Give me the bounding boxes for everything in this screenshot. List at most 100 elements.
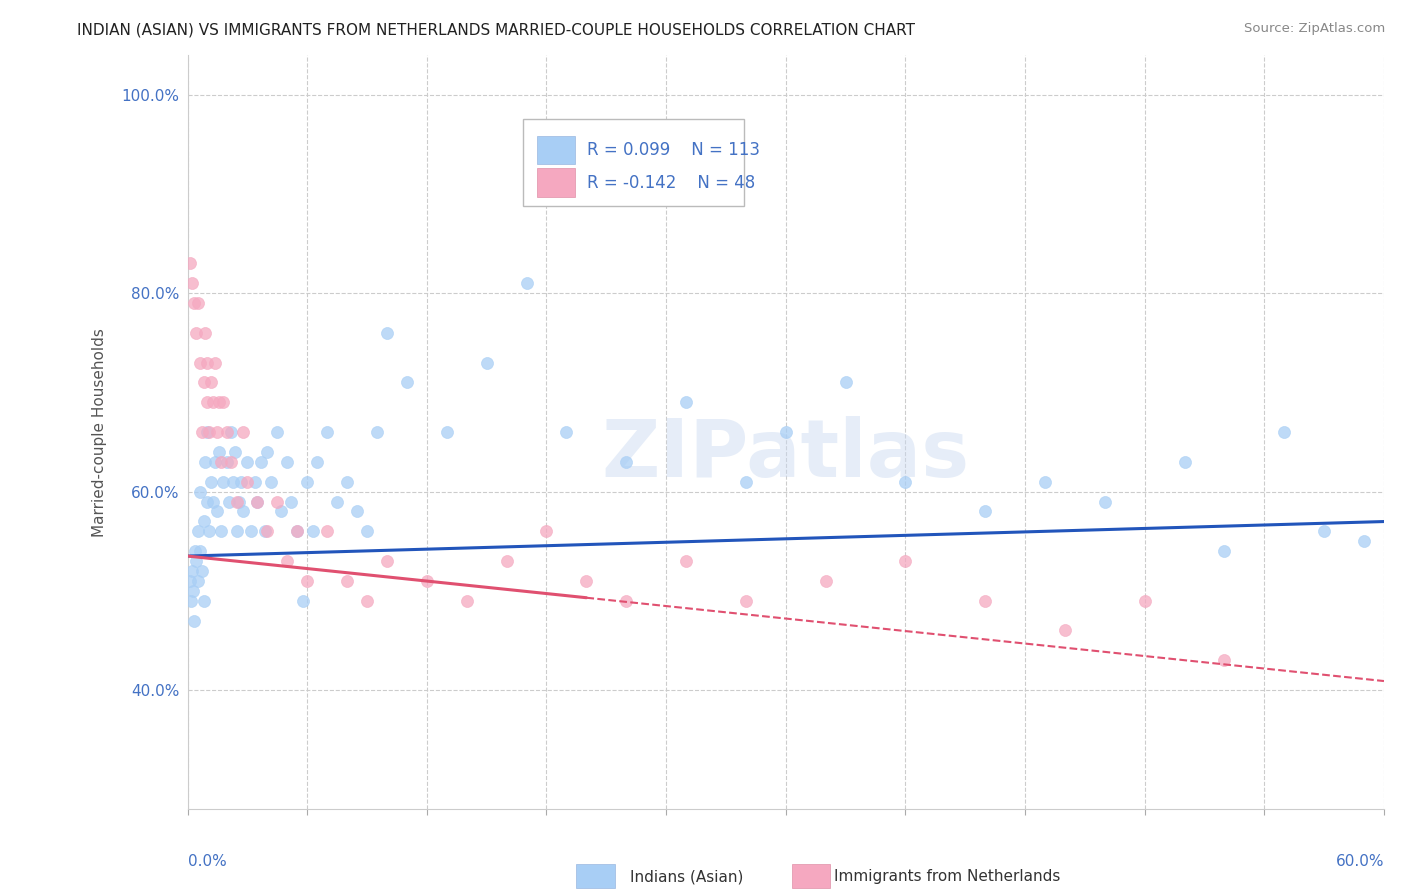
Point	[193, 376, 215, 390]
Point	[186, 524, 208, 539]
Point	[232, 504, 254, 518]
Point	[184, 554, 207, 568]
Point	[266, 494, 288, 508]
Text: INDIAN (ASIAN) VS IMMIGRANTS FROM NETHERLANDS MARRIED-COUPLE HOUSEHOLDS CORRELAT: INDIAN (ASIAN) VS IMMIGRANTS FROM NETHER…	[77, 22, 915, 37]
Point	[184, 326, 207, 340]
Point	[250, 455, 273, 469]
Text: 0.0%: 0.0%	[187, 855, 226, 869]
Point	[198, 425, 221, 439]
Text: Source: ZipAtlas.com: Source: ZipAtlas.com	[1244, 22, 1385, 36]
Point	[193, 514, 215, 528]
Point	[231, 475, 253, 489]
Point	[246, 494, 269, 508]
Point	[1053, 624, 1076, 638]
Point	[515, 277, 537, 291]
Point	[224, 445, 246, 459]
Point	[200, 475, 222, 489]
Point	[188, 544, 211, 558]
Point	[276, 455, 298, 469]
Point	[356, 524, 378, 539]
Point	[188, 356, 211, 370]
Point	[190, 425, 212, 439]
Y-axis label: Married-couple Households: Married-couple Households	[93, 327, 107, 536]
Point	[356, 593, 378, 607]
Point	[336, 574, 359, 588]
Point	[190, 564, 212, 578]
Point	[894, 554, 917, 568]
Point	[221, 455, 243, 469]
Point	[198, 524, 221, 539]
FancyBboxPatch shape	[523, 120, 744, 206]
FancyBboxPatch shape	[537, 169, 575, 197]
Text: R = 0.099    N = 113: R = 0.099 N = 113	[588, 141, 761, 159]
Point	[186, 296, 208, 310]
Point	[1213, 544, 1236, 558]
Point	[266, 425, 288, 439]
Point	[270, 504, 292, 518]
Point	[1174, 455, 1197, 469]
Point	[181, 583, 204, 598]
Point	[675, 395, 697, 409]
Point	[194, 455, 217, 469]
Point	[197, 395, 219, 409]
Text: R = -0.142    N = 48: R = -0.142 N = 48	[588, 174, 755, 192]
Text: ZIPatlas: ZIPatlas	[602, 416, 970, 493]
Point	[1213, 653, 1236, 667]
Point	[212, 475, 235, 489]
Point	[200, 376, 222, 390]
Point	[228, 494, 250, 508]
Point	[1133, 593, 1156, 607]
Point	[395, 376, 418, 390]
Point	[475, 356, 498, 370]
Point	[256, 524, 278, 539]
Point	[254, 524, 277, 539]
Point	[183, 614, 205, 628]
Point	[974, 593, 997, 607]
Point	[232, 425, 254, 439]
Point	[245, 475, 267, 489]
Point	[375, 326, 398, 340]
Point	[197, 494, 219, 508]
Point	[346, 504, 368, 518]
Point	[555, 425, 578, 439]
Point	[236, 475, 259, 489]
Point	[260, 475, 283, 489]
Point	[208, 395, 231, 409]
Point	[894, 475, 917, 489]
Point	[1033, 475, 1056, 489]
Point	[280, 494, 302, 508]
Point	[285, 524, 308, 539]
Point	[236, 455, 259, 469]
Point	[226, 494, 249, 508]
Point	[246, 494, 269, 508]
FancyBboxPatch shape	[792, 864, 830, 888]
Point	[974, 504, 997, 518]
Point	[292, 593, 315, 607]
Point	[614, 593, 637, 607]
Point	[614, 455, 637, 469]
Point	[734, 475, 756, 489]
Point	[180, 564, 202, 578]
Point	[326, 494, 349, 508]
Point	[180, 277, 202, 291]
Text: 60.0%: 60.0%	[1336, 855, 1384, 869]
Point	[436, 425, 458, 439]
Point	[834, 376, 856, 390]
Point	[495, 554, 517, 568]
Point	[207, 504, 229, 518]
Point	[183, 296, 205, 310]
FancyBboxPatch shape	[576, 864, 614, 888]
Point	[814, 574, 837, 588]
Point	[193, 593, 215, 607]
Point	[204, 356, 226, 370]
Text: Indians (Asian): Indians (Asian)	[630, 870, 744, 884]
Point	[366, 425, 388, 439]
Point	[775, 425, 797, 439]
Point	[180, 593, 202, 607]
Point	[1272, 425, 1295, 439]
Point	[416, 574, 439, 588]
Point	[302, 524, 325, 539]
Point	[276, 554, 298, 568]
Point	[194, 326, 217, 340]
Point	[217, 425, 239, 439]
